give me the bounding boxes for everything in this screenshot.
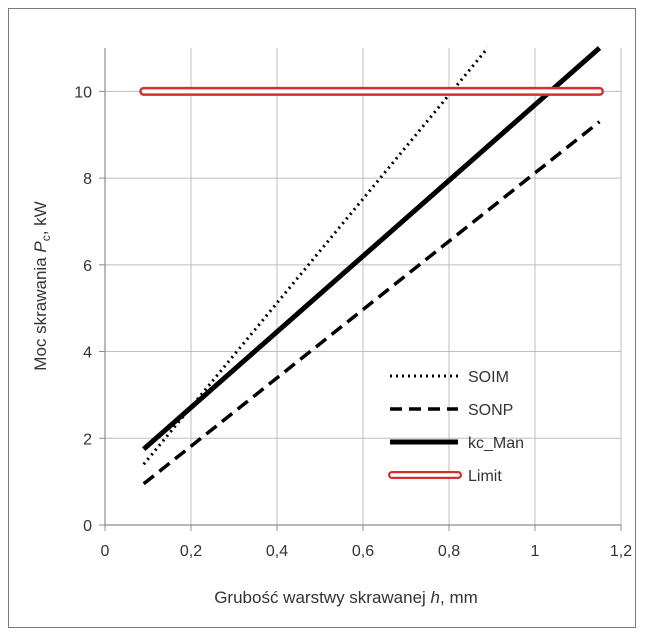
x-tick-label: 0,8: [438, 543, 460, 560]
series-line-sonp: [142, 120, 601, 486]
series-line-kc-man: [142, 46, 602, 451]
y-tick-label: 6: [83, 258, 92, 275]
y-tick-label: 2: [83, 431, 92, 448]
legend-label-soim: SOIM: [468, 369, 509, 386]
x-tick-label: 1: [531, 543, 540, 560]
legend-label-sonp: SONP: [468, 402, 513, 419]
x-tick-label: 0,6: [352, 543, 374, 560]
y-tick-label: 0: [83, 518, 92, 535]
series-layer: [139, 46, 604, 486]
y-tick-label: 10: [74, 84, 92, 101]
x-tick-label: 0,4: [266, 543, 288, 560]
legend-label-kc-man: kc_Man: [468, 435, 524, 452]
tick-labels: 0 0,2 0,4 0,6 0,8 1 1,2 0 2 4 6 8 10: [74, 84, 632, 560]
x-tick-label: 0,2: [180, 543, 202, 560]
x-tick-label: 0: [101, 543, 110, 560]
series-line-soim: [142, 47, 489, 466]
y-tick-label: 8: [83, 171, 92, 188]
x-axis-title: Grubość warstwy skrawanej h, mm: [214, 588, 478, 607]
legend-label-limit: Limit: [468, 468, 502, 485]
legend: SOIM SONP kc_Man Limit: [388, 369, 524, 485]
x-tick-label: 1,2: [610, 543, 632, 560]
y-axis-title: Moc skrawania Pc, kW: [31, 201, 53, 370]
y-tick-label: 4: [83, 345, 92, 362]
axes: [99, 48, 622, 531]
